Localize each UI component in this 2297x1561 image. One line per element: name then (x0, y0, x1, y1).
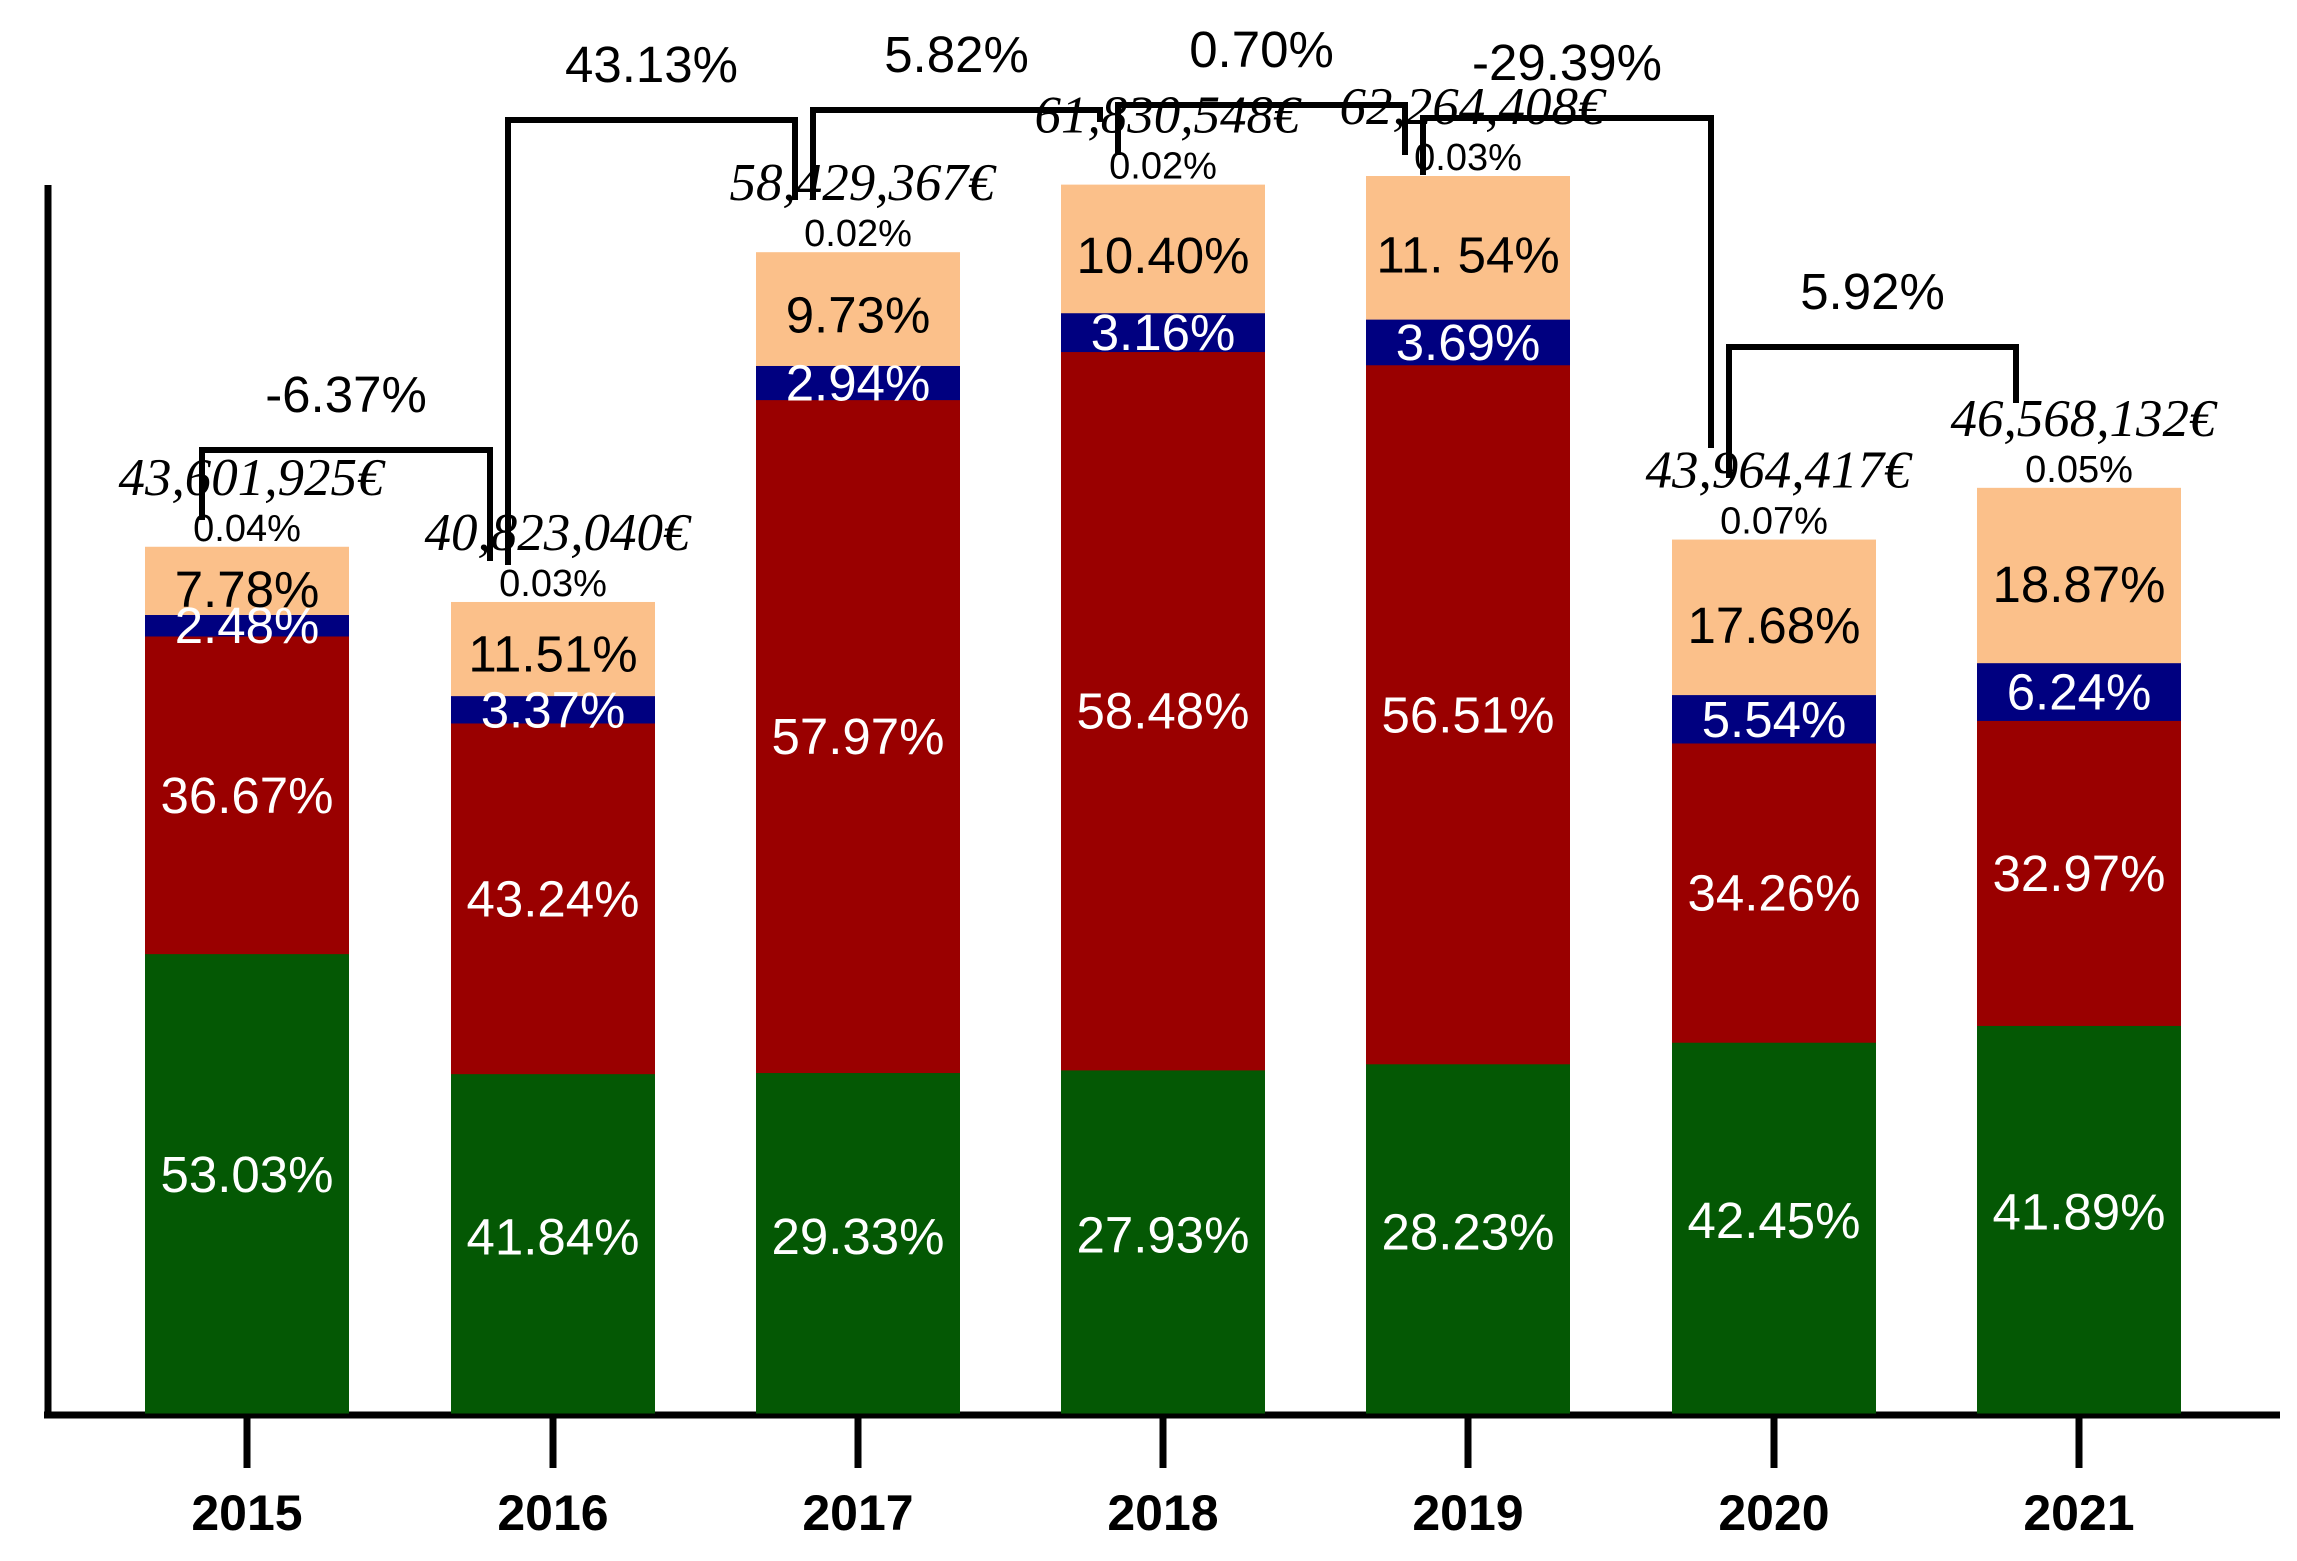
bar-red-2017 (756, 399, 960, 1074)
label-blue-2018: 3.16% (1091, 304, 1236, 361)
tick-label-2018: 2018 (1107, 1485, 1218, 1541)
label-red-2020: 34.26% (1688, 865, 1861, 922)
label-grey-2019: 0.03% (1414, 137, 1522, 179)
label-blue-2017: 2.94% (786, 355, 931, 412)
bar-red-2021 (1977, 720, 2181, 1026)
bar-orange-2021 (1977, 488, 2181, 664)
bar-red-2018 (1061, 351, 1265, 1071)
label-blue-2015: 2.48% (175, 597, 320, 654)
bar-blue-2021 (1977, 662, 2181, 721)
tick-label-2015: 2015 (191, 1485, 302, 1541)
total-label-2018: 61,830,548€ (1035, 87, 1303, 145)
x-axis-ticks: 2015 2016 2017 2018 2019 2020 2021 (191, 1415, 2135, 1541)
bars: 53.03% 36.67% 2.48%7.78% 0.04%43,601,925€ 41… (119, 78, 2219, 1414)
bar-green-2020 (1672, 1042, 1876, 1414)
label-green-2021: 41.89% (1993, 1183, 2166, 1240)
bar-grey-2021 (1977, 487, 2181, 490)
change-bracket-2017-2018 (810, 107, 1103, 200)
bar-grey-2015 (145, 546, 349, 549)
label-red-2015: 36.67% (161, 767, 334, 824)
bar-blue-2019 (1366, 319, 1570, 366)
label-red-2016: 43.24% (467, 870, 640, 927)
bar-green-2016 (451, 1073, 655, 1414)
total-label-2020: 43,964,417€ (1646, 442, 1914, 500)
label-red-2019: 56.51% (1382, 686, 1555, 743)
tick-label-2019: 2019 (1412, 1485, 1523, 1541)
label-green-2019: 28.23% (1382, 1203, 1555, 1260)
label-orange-2018: 10.40% (1077, 227, 1250, 284)
bar-red-2019 (1366, 364, 1570, 1065)
change-label-2015-2016: -6.37% (265, 366, 427, 423)
bar-grey-2019 (1366, 176, 1570, 178)
bar-grey-2020 (1672, 539, 1876, 542)
total-label-2017: 58,429,367€ (730, 154, 998, 212)
label-blue-2020: 5.54% (1702, 691, 1847, 748)
bar-grey-2016 (451, 601, 655, 604)
bar-orange-2015 (145, 547, 349, 616)
bar-green-2015 (145, 953, 349, 1414)
label-red-2018: 58.48% (1077, 683, 1250, 740)
bar-green-2021 (1977, 1025, 2181, 1414)
bar-blue-2018 (1061, 312, 1265, 353)
change-bracket-2018-2019 (1115, 102, 1408, 155)
label-orange-2021: 18.87% (1993, 556, 2166, 613)
label-blue-2016: 3.37% (481, 681, 626, 738)
change-label-2020-2021: 5.92% (1800, 263, 1945, 320)
label-grey-2018: 0.02% (1109, 146, 1217, 188)
label-orange-2016: 11.51% (468, 625, 637, 682)
bar-orange-2017 (756, 252, 960, 366)
label-green-2017: 29.33% (772, 1208, 945, 1265)
label-blue-2019: 3.69% (1396, 314, 1541, 371)
total-label-2015: 43,601,925€ (119, 449, 387, 507)
label-grey-2016: 0.03% (499, 563, 607, 605)
change-label-2017-2018: 5.82% (884, 26, 1029, 83)
label-grey-2015: 0.04% (193, 508, 301, 550)
bar-green-2018 (1061, 1069, 1265, 1414)
label-green-2016: 41.84% (467, 1209, 640, 1266)
bar-grey-2018 (1061, 184, 1265, 186)
bar-red-2016 (451, 722, 655, 1075)
bar-orange-2019 (1366, 176, 1570, 320)
change-bracket-2020-2021 (1726, 344, 2019, 478)
change-bracket-2019-2020 (1420, 115, 1714, 448)
label-green-2015: 53.03% (161, 1146, 334, 1203)
label-blue-2021: 6.24% (2007, 664, 2152, 721)
bar-blue-2015 (145, 614, 349, 637)
label-orange-2020: 17.68% (1688, 597, 1861, 654)
bar-green-2019 (1366, 1063, 1570, 1414)
bar-orange-2016 (451, 602, 655, 697)
tick-label-2021: 2021 (2023, 1485, 2134, 1541)
label-orange-2015: 7.78% (175, 561, 320, 618)
bar-orange-2020 (1672, 540, 1876, 696)
change-label-2019-2020: -29.39% (1472, 34, 1662, 91)
change-label-2016-2017: 43.13% (565, 36, 738, 93)
label-grey-2021: 0.05% (2025, 449, 2133, 491)
label-orange-2019: 11. 54% (1376, 227, 1559, 284)
label-green-2018: 27.93% (1077, 1207, 1250, 1264)
tick-label-2020: 2020 (1718, 1485, 1829, 1541)
bar-grey-2017 (756, 252, 960, 254)
bar-blue-2016 (451, 695, 655, 724)
label-grey-2017: 0.02% (804, 213, 912, 255)
tick-label-2017: 2017 (802, 1485, 913, 1541)
bar-red-2015 (145, 635, 349, 955)
label-orange-2017: 9.73% (786, 287, 931, 344)
label-red-2017: 57.97% (772, 708, 945, 765)
label-red-2021: 32.97% (1993, 845, 2166, 902)
label-grey-2020: 0.07% (1720, 501, 1828, 543)
change-bracket-2016-2017 (505, 117, 798, 565)
total-label-2021: 46,568,132€ (1951, 390, 2219, 448)
label-green-2020: 42.45% (1688, 1192, 1861, 1249)
bar-green-2017 (756, 1072, 960, 1414)
total-label-2016: 40,823,040€ (425, 504, 693, 562)
change-brackets: -6.37% 43.13% 5.82% 0.70% -29.39% 5.92% (199, 21, 2019, 565)
change-label-2018-2019: 0.70% (1189, 21, 1334, 78)
bar-blue-2020 (1672, 694, 1876, 744)
bar-orange-2018 (1061, 184, 1265, 314)
change-bracket-2015-2016 (199, 447, 493, 561)
bar-blue-2017 (756, 365, 960, 401)
bar-red-2020 (1672, 742, 1876, 1043)
tick-label-2016: 2016 (497, 1485, 608, 1541)
